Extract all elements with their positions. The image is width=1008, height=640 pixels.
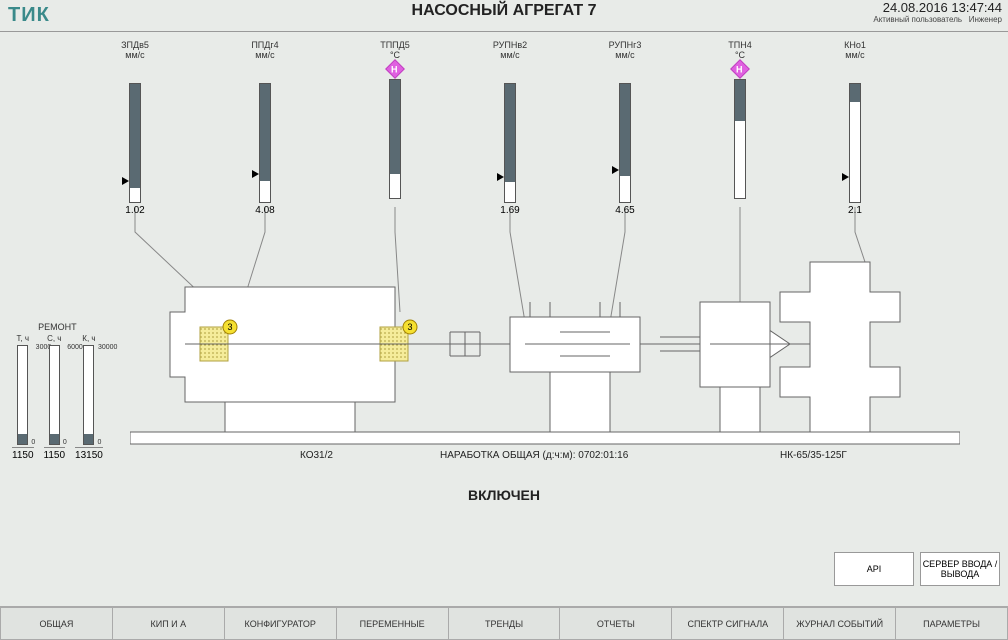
repair-value: 1150 [44,447,66,461]
repair-max: 30000 [98,344,117,351]
page-title: НАСОСНЫЙ АГРЕГАТ 7 [0,2,1008,20]
repair-fill [50,434,59,444]
repair-bar: 3000 0 [17,345,28,445]
sensor-unit: мм/с [585,50,665,60]
sensor-fill [130,84,140,188]
sensor-value: 2.1 [815,205,895,216]
sensor-arrow-icon [612,166,619,174]
sensor-unit: мм/с [815,50,895,60]
pump-svg: 33 [130,247,960,457]
user-line: Активный пользователь Инженер [873,15,1002,24]
sensor-badge-icon: Н [730,59,750,79]
sensor-unit: мм/с [95,50,175,60]
sensor-bar [129,83,141,203]
sensor-2: ТППД5 °C Н [355,40,435,201]
repair-value: 13150 [75,447,103,461]
sensor-fill [505,84,515,182]
sensor-value: 4.65 [585,205,665,216]
repair-max: 6000 [67,344,83,351]
pump-model-label: НК-65/35-125Г [780,450,847,461]
sensor-bar [504,83,516,203]
sensor-name: ППДг4 [225,40,305,50]
sensor-0: ЗПДв5 мм/с 1.02 [95,40,175,216]
sensor-6: КНо1 мм/с 2.1 [815,40,895,216]
repair-col-1: С, ч 6000 0 1150 [44,334,66,461]
sensor-unit: мм/с [225,50,305,60]
sensor-bar [734,79,746,199]
right-buttons: АРІСЕРВЕР ВВОДА / ВЫВОДА [834,552,1000,586]
sensor-name: ЗПДв5 [95,40,175,50]
sensor-value: 1.02 [95,205,175,216]
sensor-bar [389,79,401,199]
sensor-1: ППДг4 мм/с 4.08 [225,40,305,216]
repair-cols: Т, ч 3000 0 1150 С, ч 6000 0 1150 К, ч 3… [12,334,103,461]
nav-button[interactable]: ТРЕНДЫ [449,607,561,640]
sensor-arrow-icon [497,173,504,181]
sensor-5: ТПН4 °C Н [700,40,780,201]
right-button-1[interactable]: СЕРВЕР ВВОДА / ВЫВОДА [920,552,1000,586]
right-button-0[interactable]: АРІ [834,552,914,586]
nav-button[interactable]: КОНФИГУРАТОР [225,607,337,640]
sensor-name: КНо1 [815,40,895,50]
sensor-4: РУПНг3 мм/с 4.65 [585,40,665,216]
repair-col-2: К, ч 30000 0 13150 [75,334,103,461]
sensor-arrow-icon [252,170,259,178]
repair-col-0: Т, ч 3000 0 1150 [12,334,34,461]
sensor-fill [735,80,745,121]
sensor-bar [849,83,861,203]
sensor-fill [260,84,270,181]
sensor-fill [620,84,630,176]
user-value: Инженер [969,15,1002,24]
runtime-label: НАРАБОТКА ОБЩАЯ (д:ч:м): 0702:01:16 [440,450,628,461]
repair-fill [18,434,27,444]
nav-button[interactable]: СПЕКТР СИГНАЛА [672,607,784,640]
nav-button[interactable]: ОБЩАЯ [0,607,113,640]
repair-min: 0 [63,439,67,446]
sensor-value: 1.69 [470,205,550,216]
repair-block: РЕМОНТ Т, ч 3000 0 1150 С, ч 6000 0 1150… [12,322,103,461]
bottom-nav: ОБЩАЯКИП И АКОНФИГУРАТОРПЕРЕМЕННЫЕТРЕНДЫ… [0,606,1008,640]
sensor-name: ТППД5 [355,40,435,50]
sensor-name: РУПНв2 [470,40,550,50]
motor-label: КО31/2 [300,450,333,461]
sensor-value: 4.08 [225,205,305,216]
sensor-bar [259,83,271,203]
sensor-arrow-icon [122,177,129,185]
pump-diagram: 33 [130,247,960,457]
status-text: ВКЛЮЧЕН [0,487,1008,503]
repair-bar: 6000 0 [49,345,60,445]
repair-min: 0 [98,439,102,446]
nav-button[interactable]: ОТЧЕТЫ [560,607,672,640]
sensor-3: РУПНв2 мм/с 1.69 [470,40,550,216]
nav-button[interactable]: ПЕРЕМЕННЫЕ [337,607,449,640]
sensor-name: РУПНг3 [585,40,665,50]
nav-button[interactable]: ЖУРНАЛ СОБЫТИЙ [784,607,896,640]
repair-col-label: Т, ч [12,334,34,343]
repair-col-label: С, ч [44,334,66,343]
sensor-fill [390,80,400,174]
datetime: 24.08.2016 13:47:44 [883,0,1002,15]
sensor-unit: мм/с [470,50,550,60]
repair-title: РЕМОНТ [12,322,103,332]
svg-text:3: 3 [227,322,232,332]
user-label: Активный пользователь [873,15,962,24]
sensor-bar [619,83,631,203]
sensor-fill [850,84,860,102]
svg-text:3: 3 [407,322,412,332]
sensor-badge-icon: Н [385,59,405,79]
nav-button[interactable]: КИП И А [113,607,225,640]
repair-col-label: К, ч [75,334,103,343]
sensor-name: ТПН4 [700,40,780,50]
repair-value: 1150 [12,447,34,461]
main-area: ЗПДв5 мм/с 1.02 ППДг4 мм/с 4.08 ТППД5 °C… [0,32,1008,606]
nav-button[interactable]: ПАРАМЕТРЫ [896,607,1008,640]
repair-min: 0 [31,439,35,446]
sensor-arrow-icon [842,173,849,181]
repair-bar: 30000 0 [83,345,94,445]
header: ТИК НАСОСНЫЙ АГРЕГАТ 7 24.08.2016 13:47:… [0,0,1008,32]
repair-fill [84,434,93,444]
